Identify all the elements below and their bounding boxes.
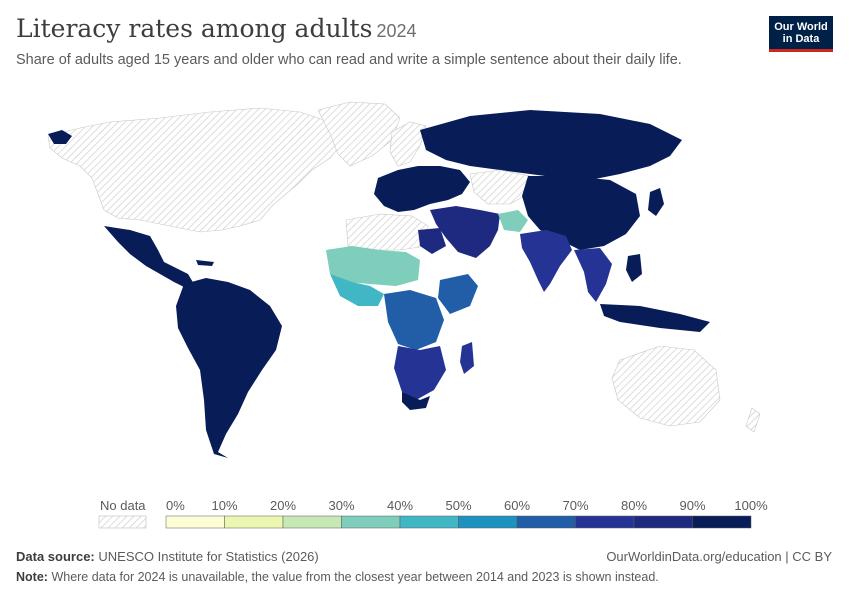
horn-of-africa-region[interactable] — [438, 274, 478, 314]
legend-bin[interactable] — [399, 515, 459, 529]
philippines-region[interactable] — [626, 254, 642, 282]
legend-bin[interactable] — [575, 515, 635, 529]
afghanistan-region[interactable] — [498, 210, 528, 232]
north-africa-region[interactable] — [345, 213, 429, 251]
note-value: Where data for 2024 is unavailable, the … — [51, 570, 659, 584]
south-africa-region[interactable] — [402, 392, 430, 410]
sahel-region[interactable] — [326, 246, 420, 286]
caribbean-region[interactable] — [196, 260, 214, 266]
legend-no-data-swatch — [98, 515, 147, 529]
alaska-region[interactable] — [48, 130, 72, 144]
color-legend: No data 0% 10% 20% 30% 40% 50% 60% 70% 80% 90% 100… — [0, 494, 850, 534]
legend-tick-label: 30% — [328, 498, 354, 513]
legend-bin[interactable] — [341, 515, 401, 529]
europe-region[interactable] — [374, 166, 470, 212]
japan-region[interactable] — [648, 188, 664, 216]
logo-line-1: Our World — [774, 21, 828, 33]
indonesia-region[interactable] — [600, 304, 710, 332]
legend-tick-label: 70% — [562, 498, 588, 513]
legend-tick-label: 20% — [270, 498, 296, 513]
legend-bin[interactable] — [224, 515, 284, 529]
north-america-region[interactable] — [47, 107, 346, 233]
scandinavia-region[interactable] — [389, 121, 427, 167]
legend-tick-label: 0% — [166, 498, 185, 513]
owid-link[interactable]: OurWorldinData.org/education | CC BY — [606, 549, 832, 564]
data-source-value: UNESCO Institute for Statistics (2026) — [98, 549, 319, 564]
legend-svg: No data 0% 10% 20% 30% 40% 50% 60% 70% 80% 90% 100… — [98, 498, 768, 529]
greenland-region[interactable] — [317, 101, 401, 167]
legend-tick-label: 10% — [211, 498, 237, 513]
legend-bin[interactable] — [165, 515, 225, 529]
west-africa-region[interactable] — [330, 274, 384, 306]
legend-no-data-label: No data — [100, 498, 146, 513]
legend-tick-label: 90% — [679, 498, 705, 513]
chart-title: Literacy rates among adults 2024 — [16, 14, 416, 43]
title-year: 2024 — [376, 21, 417, 41]
legend-bin[interactable] — [516, 515, 576, 529]
central-africa-region[interactable] — [384, 290, 444, 350]
owid-logo[interactable]: Our World in Data — [769, 16, 833, 52]
legend-tick-label: 60% — [504, 498, 530, 513]
southern-africa-region[interactable] — [394, 346, 446, 400]
legend-tick-label: 100% — [734, 498, 768, 513]
legend-bin[interactable] — [282, 515, 342, 529]
data-source-label: Data source: — [16, 549, 95, 564]
legend-bins — [165, 515, 752, 529]
legend-ticks: 0% 10% 20% 30% 40% 50% 60% 70% 80% 90% 100% — [166, 498, 768, 513]
world-map[interactable] — [0, 70, 850, 490]
russia-region[interactable] — [420, 110, 682, 180]
new-zealand-region[interactable] — [745, 407, 761, 433]
egypt-region[interactable] — [418, 228, 446, 254]
central-asia-region[interactable] — [469, 169, 531, 205]
legend-tick-label: 50% — [445, 498, 471, 513]
mexico-central-america-region[interactable] — [104, 226, 194, 288]
data-source: Data source: UNESCO Institute for Statis… — [16, 549, 319, 564]
south-america-region[interactable] — [176, 278, 282, 458]
world-map-svg[interactable] — [0, 70, 850, 490]
legend-bin[interactable] — [633, 515, 693, 529]
india-region[interactable] — [520, 230, 572, 292]
logo-line-2: in Data — [782, 33, 820, 45]
legend-bin[interactable] — [692, 515, 752, 529]
southeast-asia-region[interactable] — [574, 248, 612, 302]
legend-tick-label: 40% — [387, 498, 413, 513]
legend-bin[interactable] — [458, 515, 518, 529]
australia-region[interactable] — [611, 345, 721, 427]
title-text: Literacy rates among adults — [16, 14, 373, 43]
chart-note: Note: Where data for 2024 is unavailable… — [16, 570, 659, 584]
note-label: Note: — [16, 570, 48, 584]
legend-tick-label: 80% — [621, 498, 647, 513]
madagascar-region[interactable] — [460, 342, 474, 374]
middle-east-region[interactable] — [430, 206, 500, 258]
chart-subtitle: Share of adults aged 15 years and older … — [16, 52, 682, 68]
east-asia-region[interactable] — [522, 176, 640, 250]
